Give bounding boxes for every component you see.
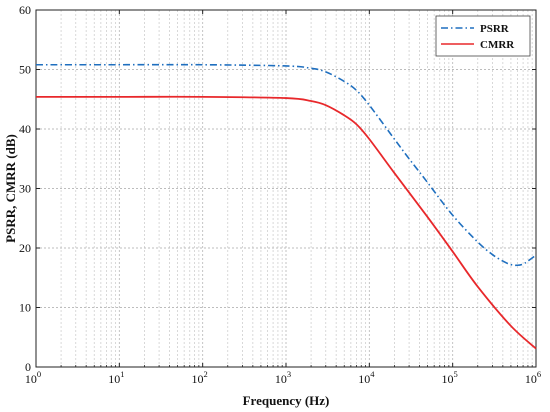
x-tick-label: 106 (525, 369, 541, 386)
x-tick-label: 105 (442, 369, 458, 386)
legend-label-cmrr: CMRR (480, 39, 515, 51)
y-tick-label: 60 (19, 3, 31, 17)
y-tick-label: 40 (19, 122, 31, 136)
legend-label-psrr: PSRR (480, 23, 510, 35)
x-tick-label: 101 (108, 369, 124, 386)
y-tick-label: 20 (19, 241, 31, 255)
y-tick-label: 30 (19, 182, 31, 196)
x-tick-label: 100 (25, 369, 41, 386)
x-axis-ticks: 100 101 102 103 104 105 106 (25, 10, 541, 386)
y-axis-label: PSRR, CMRR (dB) (3, 134, 18, 243)
y-axis-ticks: 0 10 20 30 40 50 60 (19, 3, 536, 374)
series-line-cmrr (36, 95, 537, 350)
series-lines (36, 63, 537, 350)
x-tick-label: 104 (358, 369, 375, 386)
y-tick-label: 50 (19, 63, 31, 77)
x-tick-label: 103 (275, 369, 291, 386)
legend: PSRR CMRR (435, 15, 531, 57)
x-tick-label: 102 (192, 369, 208, 386)
series-line-psrr (36, 63, 537, 267)
legend-box (435, 15, 531, 57)
y-tick-label: 10 (19, 301, 31, 315)
x-axis-label: Frequency (Hz) (243, 393, 330, 408)
y-tick-label: 0 (25, 360, 31, 374)
grid-lines (36, 10, 536, 367)
